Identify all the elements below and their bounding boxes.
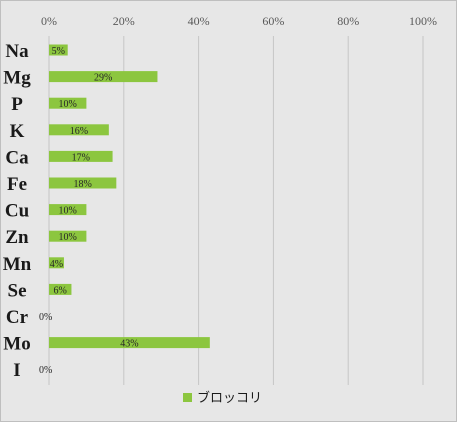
data-label: 18% — [73, 179, 91, 190]
bar — [49, 337, 210, 349]
bar — [49, 204, 87, 216]
x-tick-label: 20% — [113, 14, 135, 28]
category-label: I — [13, 360, 20, 381]
legend-swatch — [183, 393, 192, 402]
legend-label: ブロッコリ — [197, 390, 262, 406]
x-tick-label: 60% — [262, 14, 284, 28]
bar — [49, 283, 72, 295]
category-label: Cu — [5, 201, 30, 222]
x-tick-label: 100% — [409, 14, 437, 28]
data-label: 5% — [52, 46, 65, 57]
category-label: Mg — [3, 68, 31, 89]
x-tick-label: 40% — [188, 14, 210, 28]
category-label: Cr — [6, 307, 29, 328]
bar — [49, 124, 109, 136]
data-label: 10% — [59, 99, 77, 110]
bar — [49, 44, 68, 56]
category-label: Ca — [5, 147, 29, 168]
data-label: 0% — [39, 365, 52, 376]
category-label: Mn — [3, 254, 32, 275]
data-label: 10% — [59, 206, 77, 217]
data-label: 0% — [39, 312, 52, 323]
bar — [49, 257, 64, 269]
bar — [49, 71, 158, 83]
category-label: P — [11, 94, 23, 115]
category-label: K — [10, 121, 25, 142]
x-tick-label: 0% — [41, 14, 57, 28]
x-tick-label: 80% — [337, 14, 359, 28]
category-label: Mo — [3, 334, 30, 355]
data-label: 29% — [94, 73, 112, 84]
data-label: 4% — [50, 259, 63, 270]
bar — [49, 97, 87, 109]
bar — [49, 230, 87, 242]
category-label: Fe — [7, 174, 27, 195]
bar — [49, 150, 113, 162]
data-label: 6% — [54, 285, 67, 296]
bar — [49, 177, 117, 189]
data-label: 17% — [72, 152, 90, 163]
data-label: 16% — [70, 126, 88, 137]
category-label: Na — [5, 41, 29, 62]
data-label: 43% — [120, 339, 138, 350]
category-label: Se — [8, 280, 27, 301]
data-label: 10% — [59, 232, 77, 243]
category-label: Zn — [5, 227, 29, 248]
